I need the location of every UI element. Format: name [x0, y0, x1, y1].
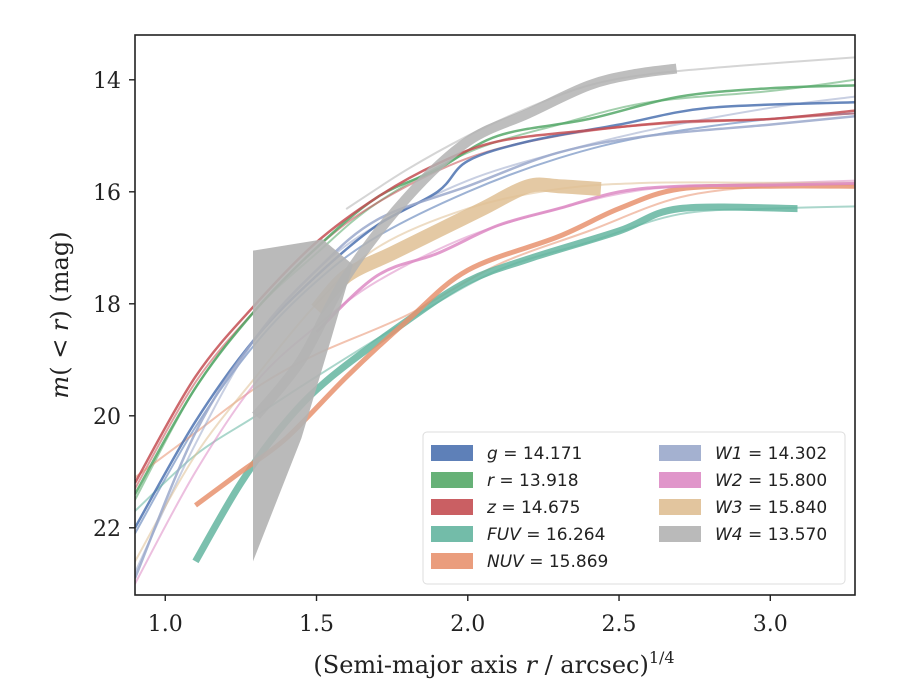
w4-uncertainty-wedge: [253, 239, 353, 562]
x-tick-label: 3.0: [753, 612, 788, 637]
legend-label: W1 = 14.302: [715, 444, 827, 464]
x-tick-label: 1.5: [299, 612, 334, 637]
legend-label: z = 14.675: [486, 498, 580, 518]
legend: g = 14.171 r = 13.918 z = 14.675 FUV = 16.2…: [422, 431, 846, 585]
legend-label: W3 = 15.840: [715, 498, 827, 518]
x-tick-label: 2.5: [602, 612, 637, 637]
legend-swatch: [431, 526, 473, 542]
legend-label: W4 = 13.570: [715, 525, 827, 545]
x-axis-title: (Semi-major axis r / arcsec)1/4: [313, 648, 674, 679]
legend-swatch: [659, 499, 701, 515]
x-tick-label: 2.0: [450, 612, 485, 637]
x-axis: 1.0 1.5 2.0 2.5 3.0: [148, 595, 788, 637]
w4-wedge-shape: [253, 239, 353, 562]
legend-label: g = 14.171: [487, 444, 582, 464]
legend-label: FUV = 16.264: [487, 525, 605, 545]
legend-swatch: [431, 499, 473, 515]
legend-swatch: [431, 553, 473, 569]
y-axis: 14 16 18 20 22: [93, 69, 135, 542]
legend-swatch: [431, 445, 473, 461]
legend-swatch: [659, 526, 701, 542]
legend-label: W2 = 15.800: [715, 471, 827, 491]
series-w2-data-band: [315, 181, 855, 333]
y-tick-label: 18: [93, 293, 121, 318]
legend-swatch: [659, 472, 701, 488]
y-tick-label: 16: [93, 181, 121, 206]
y-tick-label: 14: [93, 69, 121, 94]
y-axis-title: m( < r) (mag): [46, 231, 74, 398]
legend-label: r = 13.918: [487, 471, 579, 491]
legend-box: [422, 431, 846, 585]
legend-swatch: [659, 445, 701, 461]
legend-swatch: [431, 472, 473, 488]
series-w1-data-band: [135, 114, 855, 579]
series-w3-model-line: [135, 181, 855, 563]
y-tick-label: 20: [93, 405, 121, 430]
legend-label: NUV = 15.869: [487, 552, 608, 572]
x-tick-label: 1.0: [148, 612, 183, 637]
y-tick-label: 22: [93, 517, 121, 542]
plot-frame: [134, 34, 856, 596]
series-g-data-band: [135, 100, 855, 529]
